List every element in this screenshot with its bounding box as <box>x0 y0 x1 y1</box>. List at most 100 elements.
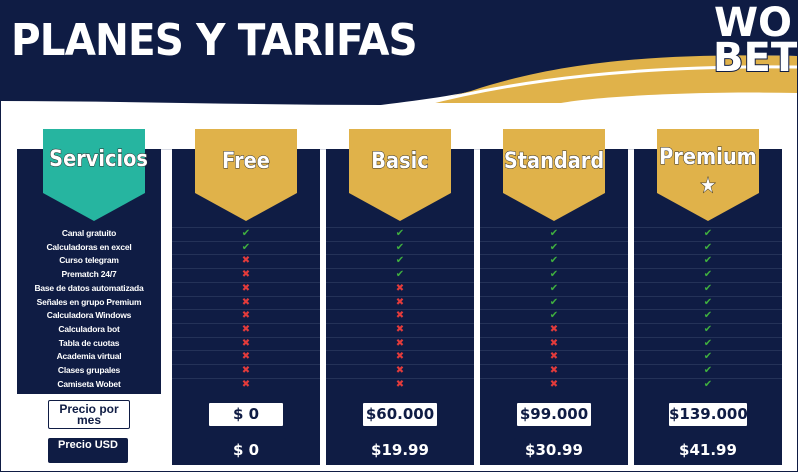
check-icon: ✔ <box>395 228 405 239</box>
plan-row-line <box>634 322 782 337</box>
cross-icon: ✖ <box>549 378 559 390</box>
plan-row-line <box>480 268 628 282</box>
plan-price-monthly: $60.000 <box>362 402 438 427</box>
check-icon: ✔ <box>549 269 559 281</box>
plan-row-line <box>326 227 474 241</box>
check-icon: ✔ <box>703 282 713 294</box>
plan-row-line <box>634 227 782 241</box>
plan-row-line <box>326 281 474 296</box>
cross-icon: ✖ <box>241 323 251 335</box>
service-label: Prematch 24/7 <box>61 269 117 280</box>
wobet-logo: WO BET <box>712 2 798 90</box>
check-icon: ✔ <box>703 228 713 239</box>
check-icon: ✔ <box>549 282 559 294</box>
service-label: Calculadoras en excel <box>46 241 132 252</box>
service-label: Señales en grupo Premium <box>36 296 142 307</box>
plan-row-line <box>634 364 782 378</box>
plan-row-line <box>172 350 320 364</box>
plan-price-usd: $41.99 <box>668 438 748 463</box>
plan-price-usd: $19.99 <box>360 438 440 463</box>
cross-icon: ✖ <box>395 310 405 322</box>
plan-name: Premium <box>659 145 758 171</box>
plan-row-line <box>326 336 474 351</box>
check-icon: ✔ <box>549 296 559 308</box>
plan-row-line <box>480 254 628 268</box>
plan-row-line <box>634 336 782 351</box>
cross-icon: ✖ <box>241 365 251 376</box>
cross-icon: ✖ <box>395 323 405 335</box>
plan-row-line <box>480 295 628 310</box>
check-icon: ✔ <box>703 269 713 281</box>
plan-row-line <box>326 322 474 337</box>
cross-icon: ✖ <box>241 310 251 322</box>
plan-row-line <box>634 254 782 268</box>
services-header: Servicios <box>49 147 149 173</box>
plan-row-line <box>172 281 320 296</box>
cross-icon: ✖ <box>395 378 405 390</box>
plan-row-line <box>172 227 320 241</box>
check-icon: ✔ <box>703 241 713 253</box>
plan-row-line <box>634 240 782 255</box>
cross-icon: ✖ <box>241 269 251 281</box>
plan-row-line <box>172 322 320 337</box>
plan-row-line <box>634 377 782 392</box>
plan-row-line <box>326 254 474 268</box>
plan-name: Standard <box>503 149 605 175</box>
plan-row-line <box>172 336 320 351</box>
plan-row-line <box>172 295 320 310</box>
check-icon: ✔ <box>703 310 713 322</box>
check-icon: ✔ <box>395 241 405 253</box>
check-icon: ✔ <box>703 365 713 376</box>
cross-icon: ✖ <box>549 365 559 376</box>
page-title: PLANES Y TARIFAS <box>11 15 418 66</box>
plan-row-line <box>634 281 782 296</box>
plan-row-line <box>326 364 474 378</box>
plan-row-line <box>634 268 782 282</box>
check-icon: ✔ <box>241 228 251 239</box>
plan-row-line <box>326 268 474 282</box>
plan-row-line <box>480 240 628 255</box>
plan-row-line <box>172 268 320 282</box>
plan-row-line <box>172 377 320 392</box>
plan-row-line <box>172 240 320 255</box>
service-label: Tabla de cuotas <box>58 337 120 348</box>
plan-row-line <box>172 254 320 268</box>
check-icon: ✔ <box>549 241 559 253</box>
plan-row-line <box>634 309 782 323</box>
plan-price-monthly: $ 0 <box>208 402 284 427</box>
header-banner <box>1 1 797 111</box>
plan-name: Basic <box>371 149 429 175</box>
plan-header-tag <box>195 129 297 221</box>
price-usd-label: Precio USD <box>48 438 128 463</box>
check-icon: ✔ <box>703 323 713 335</box>
cross-icon: ✖ <box>241 282 251 294</box>
price-per-month-label: Precio por mes <box>48 400 130 429</box>
plan-row-line <box>480 227 628 241</box>
plan-header-tag <box>503 129 605 221</box>
plan-row-line <box>326 377 474 392</box>
cross-icon: ✖ <box>549 337 559 349</box>
logo-line-2: BET <box>712 35 798 82</box>
service-label: Curso telegram <box>59 255 119 266</box>
cross-icon: ✖ <box>395 337 405 349</box>
cross-icon: ✖ <box>241 351 251 363</box>
cross-icon: ✖ <box>395 351 405 363</box>
plan-row-line <box>480 281 628 296</box>
plan-row-line <box>326 309 474 323</box>
check-icon: ✔ <box>703 378 713 390</box>
check-icon: ✔ <box>703 255 713 267</box>
plan-row-line <box>326 295 474 310</box>
service-label: Clases grupales <box>57 365 121 375</box>
plan-header-tag <box>657 129 759 221</box>
plan-row-line <box>480 309 628 323</box>
check-icon: ✔ <box>241 241 251 253</box>
cross-icon: ✖ <box>395 282 405 294</box>
plan-row-line <box>480 336 628 351</box>
check-icon: ✔ <box>703 351 713 363</box>
service-label: Academia virtual <box>56 351 122 362</box>
cross-icon: ✖ <box>395 365 405 376</box>
service-label: Calculadora Windows <box>46 310 132 321</box>
plan-price-monthly: $139.000 <box>668 402 748 427</box>
cross-icon: ✖ <box>549 323 559 335</box>
